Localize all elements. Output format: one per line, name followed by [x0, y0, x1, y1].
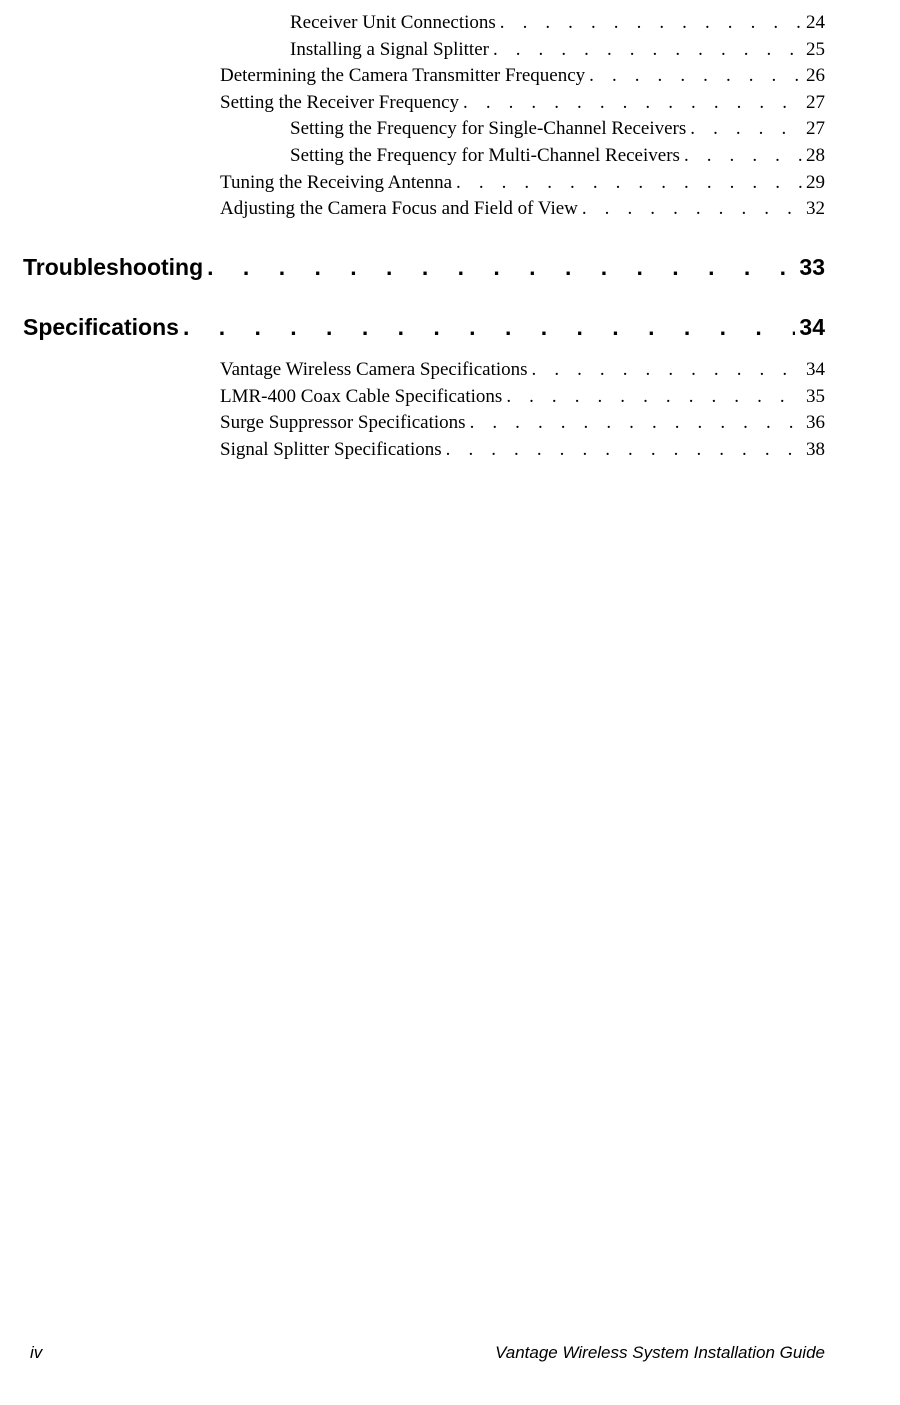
toc-leader-dots [207, 251, 795, 283]
toc-label: Specifications [23, 311, 179, 343]
footer-page-number: iv [30, 1343, 42, 1363]
toc-leader-dots [470, 410, 802, 437]
toc-entry: Setting the Receiver Frequency 27 [220, 90, 825, 117]
toc-leader-dots [582, 196, 802, 223]
toc-entry: Setting the Frequency for Single-Channel… [290, 116, 825, 143]
toc-page-number: 25 [806, 37, 825, 64]
toc-leader-dots [690, 116, 802, 143]
toc-label: Signal Splitter Specifications [220, 437, 442, 464]
toc-leader-dots [446, 437, 802, 464]
toc-entry: Adjusting the Camera Focus and Field of … [220, 196, 825, 223]
toc-label: Troubleshooting [23, 251, 203, 283]
toc-label: Receiver Unit Connections [290, 10, 496, 37]
toc-leader-dots [463, 90, 802, 117]
toc-chapter: Troubleshooting 33 [23, 251, 825, 283]
toc-entry: Determining the Camera Transmitter Frequ… [220, 63, 825, 90]
footer-doc-title: Vantage Wireless System Installation Gui… [495, 1343, 825, 1363]
toc-page-number: 27 [806, 90, 825, 117]
toc-leader-dots [183, 311, 795, 343]
toc-leader-dots [506, 384, 802, 411]
toc-entry: LMR-400 Coax Cable Specifications 35 [220, 384, 825, 411]
toc-entry: Tuning the Receiving Antenna 29 [220, 170, 825, 197]
toc-page-number: 34 [806, 357, 825, 384]
toc-label: Adjusting the Camera Focus and Field of … [220, 196, 578, 223]
toc-page-number: 24 [806, 10, 825, 37]
toc-entry: Setting the Frequency for Multi-Channel … [290, 143, 825, 170]
toc-page-number: 26 [806, 63, 825, 90]
toc-leader-dots [456, 170, 802, 197]
toc-page-number: 38 [806, 437, 825, 464]
toc-page-number: 34 [799, 311, 825, 343]
toc-label: LMR-400 Coax Cable Specifications [220, 384, 502, 411]
toc-label: Tuning the Receiving Antenna [220, 170, 452, 197]
toc-page-number: 33 [799, 251, 825, 283]
toc-leader-dots [589, 63, 802, 90]
toc-page-number: 36 [806, 410, 825, 437]
toc-label: Setting the Frequency for Single-Channel… [290, 116, 686, 143]
toc-entry: Signal Splitter Specifications 38 [220, 437, 825, 464]
toc-label: Surge Suppressor Specifications [220, 410, 466, 437]
page-footer: iv Vantage Wireless System Installation … [30, 1343, 825, 1363]
toc-page-number: 35 [806, 384, 825, 411]
toc-entry: Receiver Unit Connections 24 [290, 10, 825, 37]
toc-label: Installing a Signal Splitter [290, 37, 489, 64]
toc-leader-dots [493, 37, 802, 64]
toc-entry: Surge Suppressor Specifications 36 [220, 410, 825, 437]
toc-entry: Vantage Wireless Camera Specifications 3… [220, 357, 825, 384]
toc-page-number: 29 [806, 170, 825, 197]
toc-label: Determining the Camera Transmitter Frequ… [220, 63, 585, 90]
toc-label: Setting the Receiver Frequency [220, 90, 459, 117]
toc-label: Setting the Frequency for Multi-Channel … [290, 143, 680, 170]
toc-entry: Installing a Signal Splitter 25 [290, 37, 825, 64]
toc-chapter: Specifications 34 [23, 311, 825, 343]
toc-leader-dots [500, 10, 802, 37]
toc-page-number: 28 [806, 143, 825, 170]
toc-leader-dots [684, 143, 802, 170]
toc-page-number: 27 [806, 116, 825, 143]
toc-leader-dots [532, 357, 802, 384]
toc-container: Receiver Unit Connections 24 Installing … [100, 10, 825, 464]
toc-label: Vantage Wireless Camera Specifications [220, 357, 528, 384]
toc-page-number: 32 [806, 196, 825, 223]
